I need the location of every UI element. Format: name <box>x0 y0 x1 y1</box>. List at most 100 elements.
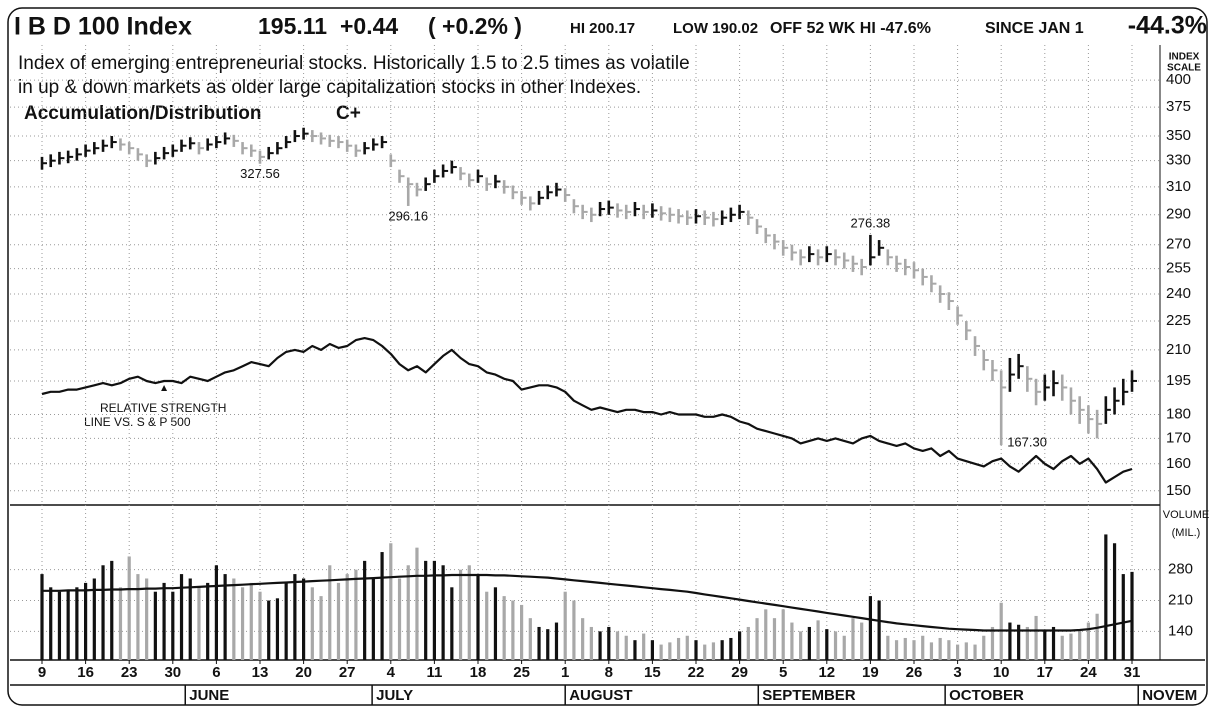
volume-bar <box>275 598 280 660</box>
volume-bar <box>249 582 253 660</box>
volume-tick-label: 280 <box>1168 561 1193 578</box>
quote-change-pct: ( +0.2% ) <box>428 13 522 39</box>
volume-bar <box>650 640 654 660</box>
volume-bar <box>467 565 471 660</box>
volume-bar <box>75 587 79 660</box>
y-axis-label: SCALE <box>1167 63 1201 74</box>
volume-bar <box>485 591 489 660</box>
month-label: AUGUST <box>569 687 632 704</box>
volume-bar <box>49 587 53 660</box>
y-tick-label: 210 <box>1166 341 1191 358</box>
x-tick-label: 25 <box>513 664 530 681</box>
volume-bar <box>825 629 829 660</box>
volume-bar <box>676 637 681 660</box>
y-tick-label: 400 <box>1166 71 1191 88</box>
volume-bar <box>66 589 70 660</box>
x-tick-label: 15 <box>644 664 661 681</box>
volume-bar <box>764 609 768 660</box>
volume-bar <box>1069 633 1073 660</box>
quote-high: HI 200.17 <box>570 20 635 37</box>
volume-bar <box>57 591 62 660</box>
volume-bar <box>284 582 288 660</box>
annotation: 276.38 <box>851 215 891 230</box>
quote-since-value: -44.3% <box>1128 12 1207 40</box>
y-tick-label: 290 <box>1166 206 1191 223</box>
x-tick-label: 29 <box>731 664 748 681</box>
volume-bar <box>319 596 323 660</box>
volume-bar <box>668 642 672 660</box>
x-tick-label: 1 <box>561 664 569 681</box>
volume-bar <box>938 637 942 660</box>
x-tick-label: 19 <box>862 664 879 681</box>
volume-bar <box>615 631 620 660</box>
volume-bar <box>397 578 402 660</box>
volume-bar <box>607 626 611 660</box>
y-tick-label: 270 <box>1166 236 1191 253</box>
x-tick-label: 13 <box>252 664 269 681</box>
month-label: JULY <box>376 687 413 704</box>
rs-line <box>41 337 1133 484</box>
volume-bar <box>877 600 881 660</box>
volume-bar <box>450 587 454 660</box>
volume-bar <box>738 631 742 660</box>
x-tick-label: 10 <box>993 664 1010 681</box>
volume-bar <box>493 587 498 660</box>
volume-bar <box>956 644 960 660</box>
volume-bar <box>336 582 341 660</box>
x-tick-label: 12 <box>818 664 835 681</box>
volume-bar <box>1051 626 1056 660</box>
x-tick-label: 16 <box>77 664 94 681</box>
volume-bar <box>502 596 506 660</box>
x-tick-label: 23 <box>121 664 138 681</box>
volume-bar <box>1078 629 1082 660</box>
volume-bar <box>171 591 175 660</box>
x-tick-label: 24 <box>1080 664 1097 681</box>
volume-bar <box>1086 622 1090 660</box>
volume-bar <box>799 631 803 660</box>
rating: C+ <box>336 103 361 124</box>
volume-bar <box>624 635 628 660</box>
x-tick-label: 8 <box>605 664 613 681</box>
volume-bar <box>886 635 890 660</box>
quote-change: +0.44 <box>340 13 398 39</box>
volume-bar <box>354 569 358 660</box>
volume-bar <box>363 560 367 660</box>
volume-bar <box>92 578 96 660</box>
chart-title: I B D 100 Index <box>14 13 192 41</box>
rating-label: Accumulation/Distribution <box>24 103 262 124</box>
volume-tick-label: 210 <box>1168 591 1193 608</box>
volume-bar <box>929 642 934 660</box>
volume-bar <box>868 596 872 660</box>
x-tick-label: 6 <box>212 664 220 681</box>
volume-bar <box>293 574 297 660</box>
volume-bar <box>851 618 855 660</box>
volume-bar <box>1025 626 1029 660</box>
volume-bar <box>214 565 218 660</box>
y-tick-label: 150 <box>1166 482 1191 499</box>
volume-bar <box>546 629 550 660</box>
volume-bar <box>772 618 777 660</box>
volume-bar <box>842 635 846 660</box>
volume-bar <box>816 620 820 660</box>
volume-bar <box>1121 574 1125 660</box>
volume-bar <box>659 644 663 660</box>
y-axis-label: INDEX <box>1169 52 1200 63</box>
volume-bar <box>598 631 602 660</box>
quote-last: 195.11 <box>258 13 327 39</box>
volume-bar <box>371 578 375 660</box>
volume-bar <box>755 618 759 660</box>
annotation: 167.30 <box>1007 435 1047 450</box>
volume-bar <box>258 591 262 660</box>
volume-bar <box>110 560 114 660</box>
volume-bar <box>973 644 977 660</box>
month-label: SEPTEMBER <box>762 687 856 704</box>
y-tick-label: 195 <box>1166 372 1191 389</box>
y-tick-label: 375 <box>1166 98 1191 115</box>
volume-bar <box>694 640 698 660</box>
annotation: 296.16 <box>388 208 428 223</box>
volume-bar <box>581 618 585 660</box>
description: Index of emerging entrepreneurial stocks… <box>18 53 690 74</box>
volume-bar <box>860 622 864 660</box>
volume-bar <box>310 587 314 660</box>
volume-bar <box>188 578 192 660</box>
